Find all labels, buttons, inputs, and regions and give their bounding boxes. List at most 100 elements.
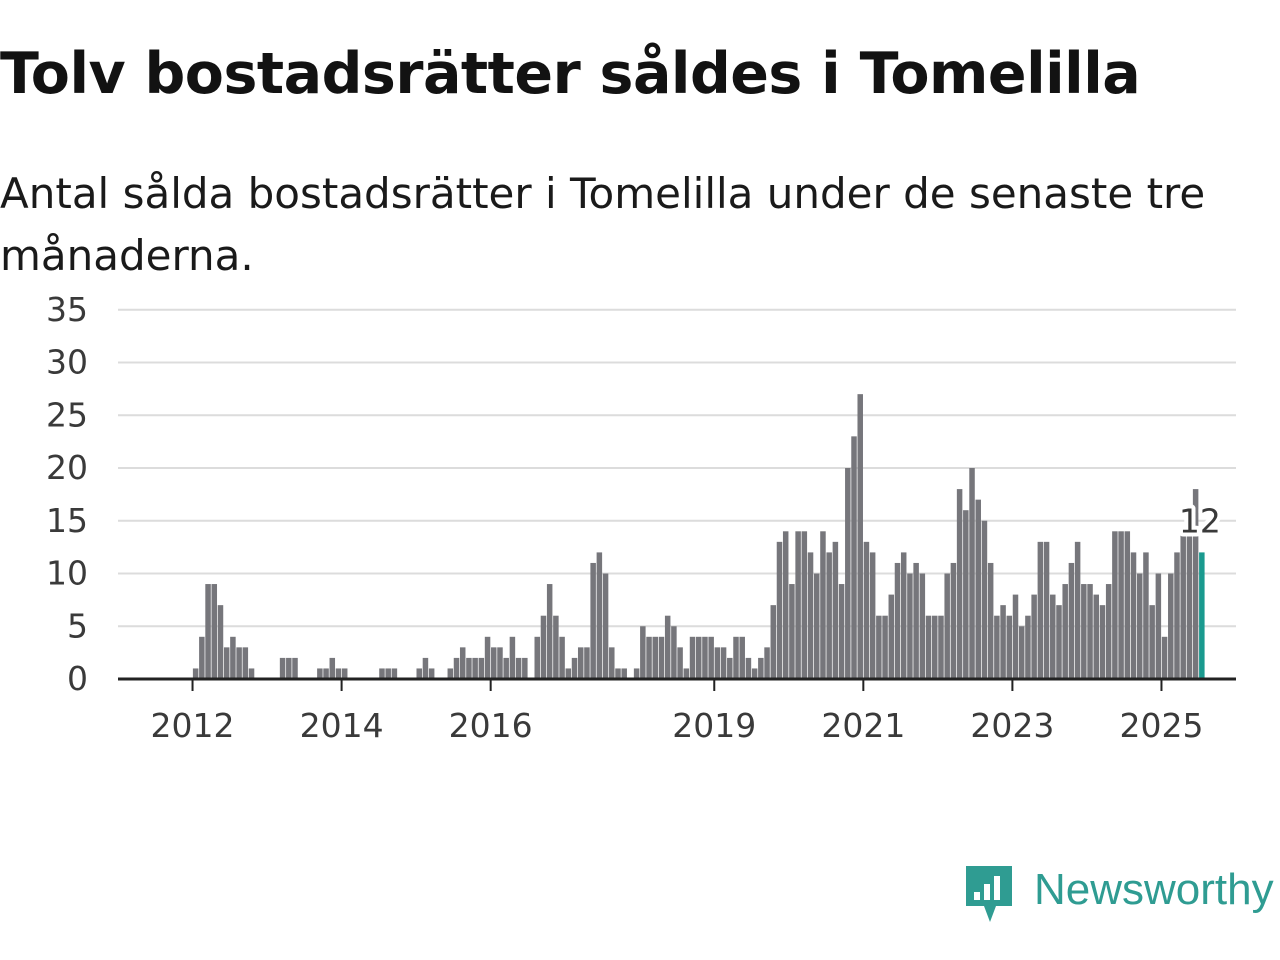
- bar: [1093, 594, 1099, 679]
- bar: [484, 636, 491, 679]
- bar: [708, 636, 714, 679]
- bar: [944, 573, 950, 679]
- bar: [503, 657, 509, 679]
- bar: [764, 647, 770, 679]
- bar: [422, 657, 429, 679]
- bar: [329, 657, 336, 679]
- bar: [789, 584, 795, 679]
- bar: [907, 573, 913, 679]
- bar: [472, 657, 478, 679]
- y-tick-label: 35: [46, 290, 88, 329]
- bar: [987, 562, 994, 679]
- bar: [341, 668, 348, 679]
- bar: [727, 657, 733, 679]
- bar: [994, 615, 1000, 679]
- bar: [1099, 605, 1106, 679]
- newsworthy-logo-text: Newsworthy: [1034, 865, 1274, 914]
- bar: [1174, 552, 1180, 679]
- bar: [1050, 594, 1056, 679]
- bar: [335, 668, 342, 679]
- bar: [453, 657, 460, 679]
- newsworthy-logo[interactable]: Newsworthy: [962, 862, 1280, 928]
- bar: [1161, 636, 1168, 679]
- y-tick-label: 10: [46, 554, 88, 593]
- bar: [428, 668, 435, 679]
- bar: [689, 636, 696, 679]
- bar: [863, 541, 870, 679]
- bar: [826, 552, 832, 679]
- bar: [882, 615, 888, 679]
- bar: [1012, 594, 1019, 679]
- bar: [515, 657, 522, 679]
- bar: [509, 636, 516, 679]
- bar: [459, 647, 466, 679]
- bar: [522, 657, 528, 679]
- bar: [683, 668, 690, 679]
- y-tick-label: 5: [67, 606, 88, 645]
- bar: [832, 541, 839, 679]
- bar: [596, 552, 603, 679]
- bar: [975, 499, 981, 679]
- bar: [211, 584, 218, 679]
- y-tick-label: 25: [46, 395, 88, 434]
- bar: [932, 615, 938, 679]
- x-tick-label: 2014: [300, 706, 384, 745]
- x-tick-label: 2021: [821, 706, 905, 745]
- bar: [938, 615, 944, 679]
- bar: [745, 657, 752, 679]
- newsworthy-logo-icon: [966, 866, 1012, 922]
- bar: [888, 594, 895, 679]
- bar: [1149, 605, 1155, 679]
- bar: [702, 636, 708, 679]
- bar: [695, 636, 702, 679]
- bar: [1056, 605, 1062, 679]
- bar: [770, 605, 777, 679]
- x-tick-label: 2023: [970, 706, 1054, 745]
- bar: [1000, 605, 1006, 679]
- bar: [820, 531, 826, 679]
- bar: [671, 626, 677, 679]
- bar: [317, 668, 323, 679]
- x-tick-label: 2019: [672, 706, 756, 745]
- bar: [584, 647, 590, 679]
- bar: [590, 562, 596, 679]
- bar: [814, 573, 820, 679]
- bar: [391, 668, 398, 679]
- bar: [223, 647, 230, 679]
- bar: [1074, 541, 1081, 679]
- bar: [857, 394, 863, 679]
- chart-subtitle: Antal sålda bostadsrätter i Tomelilla un…: [0, 169, 1206, 280]
- bar: [646, 636, 652, 679]
- bar: [776, 541, 783, 679]
- y-tick-label: 0: [67, 659, 88, 698]
- bar: [782, 531, 789, 679]
- bar: [981, 520, 988, 679]
- y-axis-tick-labels: 0 5 10 15 20 25 30 35: [46, 290, 88, 698]
- bar: [1143, 552, 1149, 679]
- bar: [838, 584, 845, 679]
- bar: [739, 636, 745, 679]
- bar: [491, 647, 497, 679]
- bar: [925, 615, 932, 679]
- bar: [963, 510, 969, 679]
- bar: [1118, 531, 1124, 679]
- highlighted-bar: [1199, 552, 1205, 679]
- bar: [379, 668, 385, 679]
- bar: [1043, 541, 1050, 679]
- bar: [758, 657, 764, 679]
- bar: [192, 668, 199, 679]
- bar: [869, 552, 876, 679]
- bar: [807, 552, 814, 679]
- bar: [553, 615, 559, 679]
- x-tick-label: 2025: [1119, 706, 1203, 745]
- bar: [1105, 584, 1112, 679]
- bar: [1112, 531, 1118, 679]
- bar: [323, 668, 329, 679]
- y-tick-label: 20: [46, 448, 88, 487]
- bar: [851, 436, 857, 679]
- highlight-label: 12: [1179, 501, 1221, 540]
- bar: [292, 657, 298, 679]
- bar: [664, 615, 671, 679]
- bar: [279, 657, 286, 679]
